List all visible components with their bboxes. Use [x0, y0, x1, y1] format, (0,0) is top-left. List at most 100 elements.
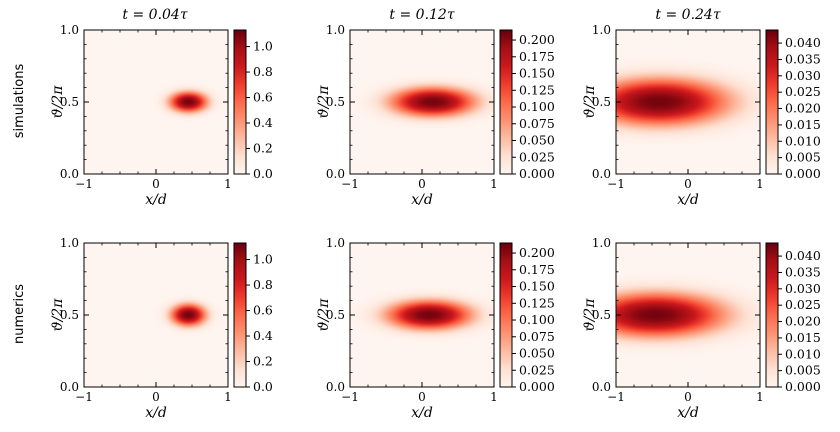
x-tick-label: −1	[75, 177, 93, 191]
y-axis-label: ϑ/2π	[50, 298, 66, 332]
colorbar-tick-label: 0.025	[519, 362, 555, 377]
heatmap-image	[350, 30, 494, 174]
colorbar-tick-label: 0.000	[785, 166, 821, 181]
y-tick-label: 0.5	[592, 95, 611, 109]
colorbar-tick-label: 0.075	[519, 329, 555, 344]
y-tick-label: 0.0	[60, 380, 79, 394]
row-label: numerics	[12, 284, 27, 344]
x-tick-label: −1	[75, 390, 93, 404]
column-title: t = 0.04τ	[122, 7, 187, 23]
colorbar-frame	[765, 242, 779, 388]
heatmap-image	[84, 243, 228, 387]
colorbar-tick-label: 0.8	[253, 64, 273, 79]
y-tick-label: 1.0	[592, 23, 611, 37]
colorbar-tick-label: 0.015	[785, 330, 821, 345]
colorbar-tick-label: 0.6	[253, 303, 273, 318]
colorbar-frame	[499, 29, 513, 175]
colorbar-tick-label: 0.005	[785, 363, 821, 378]
heatmap-image	[616, 243, 760, 387]
y-tick-label: 0.0	[326, 380, 345, 394]
y-tick-label: 0.5	[326, 308, 345, 322]
colorbar	[766, 243, 778, 387]
x-tick-label: −1	[607, 177, 625, 191]
y-tick-label: 0.0	[60, 167, 79, 181]
colorbar-tick-label: 0.2	[253, 354, 273, 369]
colorbar-tick-label: 0.005	[785, 150, 821, 165]
colorbar-tick-label: 1.0	[253, 39, 273, 54]
x-tick-label: 1	[756, 177, 764, 191]
colorbar-tick-label: 0.125	[519, 82, 555, 97]
colorbar-tick-label: 0.2	[253, 141, 273, 156]
x-tick-label: 1	[490, 177, 498, 191]
y-tick-label: 0.5	[326, 95, 345, 109]
row-label: simulations	[12, 64, 27, 139]
colorbar-tick-label: 0.025	[785, 84, 821, 99]
heatmap-image	[84, 30, 228, 174]
colorbar-tick-label: 0.025	[519, 149, 555, 164]
heatmap-image	[350, 243, 494, 387]
colorbar-tick-label: 0.4	[253, 328, 273, 343]
y-tick-label: 1.0	[60, 23, 79, 37]
colorbar-tick-label: 0.175	[519, 262, 555, 277]
colorbar-tick-label: 0.025	[785, 297, 821, 312]
x-tick-label: 1	[490, 390, 498, 404]
colorbar-tick-label: 0.0	[253, 166, 273, 181]
x-axis-label: x/d	[677, 405, 699, 421]
x-axis-label: x/d	[145, 405, 167, 421]
colorbar-tick-label: 0.035	[785, 264, 821, 279]
colorbar-tick-label: 0.200	[519, 245, 555, 260]
colorbar-tick-label: 0.000	[519, 379, 555, 394]
colorbar-tick-label: 0.200	[519, 32, 555, 47]
x-tick-label: −1	[607, 390, 625, 404]
y-tick-label: 0.0	[592, 380, 611, 394]
colorbar-tick-label: 0.150	[519, 279, 555, 294]
x-tick-label: 0	[418, 390, 426, 404]
colorbar-tick-label: 0.040	[785, 248, 821, 263]
colorbar	[766, 30, 778, 174]
colorbar-tick-label: 0.000	[519, 166, 555, 181]
y-axis-label: ϑ/2π	[316, 85, 332, 119]
x-tick-label: 1	[224, 177, 232, 191]
colorbar-tick-label: 0.050	[519, 346, 555, 361]
colorbar-tick-label: 1.0	[253, 252, 273, 267]
y-tick-label: 1.0	[326, 236, 345, 250]
y-axis-label: ϑ/2π	[582, 85, 598, 119]
panel: −1 0 1 0.0 0.5 1.0 x/d ϑ/2π 0.0 0.2 0.4 0.6 0.8 1.0	[50, 236, 273, 421]
x-axis-label: x/d	[145, 192, 167, 208]
y-tick-label: 0.0	[326, 167, 345, 181]
colorbar	[234, 30, 246, 174]
colorbar-tick-label: 0.175	[519, 49, 555, 64]
colorbar-frame	[233, 242, 247, 388]
heatmap-image	[616, 30, 760, 174]
x-tick-label: −1	[341, 390, 359, 404]
x-axis-label: x/d	[411, 405, 433, 421]
colorbar-tick-label: 0.010	[785, 346, 821, 361]
x-tick-label: 0	[152, 177, 160, 191]
y-tick-label: 1.0	[60, 236, 79, 250]
colorbar-tick-label: 0.050	[519, 133, 555, 148]
x-tick-label: 1	[224, 390, 232, 404]
y-tick-label: 0.5	[592, 308, 611, 322]
colorbar-tick-label: 0.0	[253, 379, 273, 394]
colorbar-tick-label: 0.015	[785, 117, 821, 132]
colorbar-tick-label: 0.6	[253, 90, 273, 105]
y-tick-label: 0.0	[592, 167, 611, 181]
y-tick-label: 0.5	[60, 95, 79, 109]
column-title: t = 0.24τ	[655, 7, 720, 23]
colorbar-tick-label: 0.030	[785, 281, 821, 296]
colorbar-tick-label: 0.020	[785, 314, 821, 329]
panel: −1 0 1 0.0 0.5 1.0 x/d ϑ/2π 0.0 0.2 0.4 0.6 0.8 1.0	[50, 23, 273, 208]
x-tick-label: 0	[152, 390, 160, 404]
colorbar-tick-label: 0.125	[519, 295, 555, 310]
colorbar-tick-label: 0.4	[253, 115, 273, 130]
x-axis-label: x/d	[411, 192, 433, 208]
colorbar	[234, 243, 246, 387]
colorbar-tick-label: 0.075	[519, 116, 555, 131]
x-axis-label: x/d	[677, 192, 699, 208]
colorbar	[500, 30, 512, 174]
